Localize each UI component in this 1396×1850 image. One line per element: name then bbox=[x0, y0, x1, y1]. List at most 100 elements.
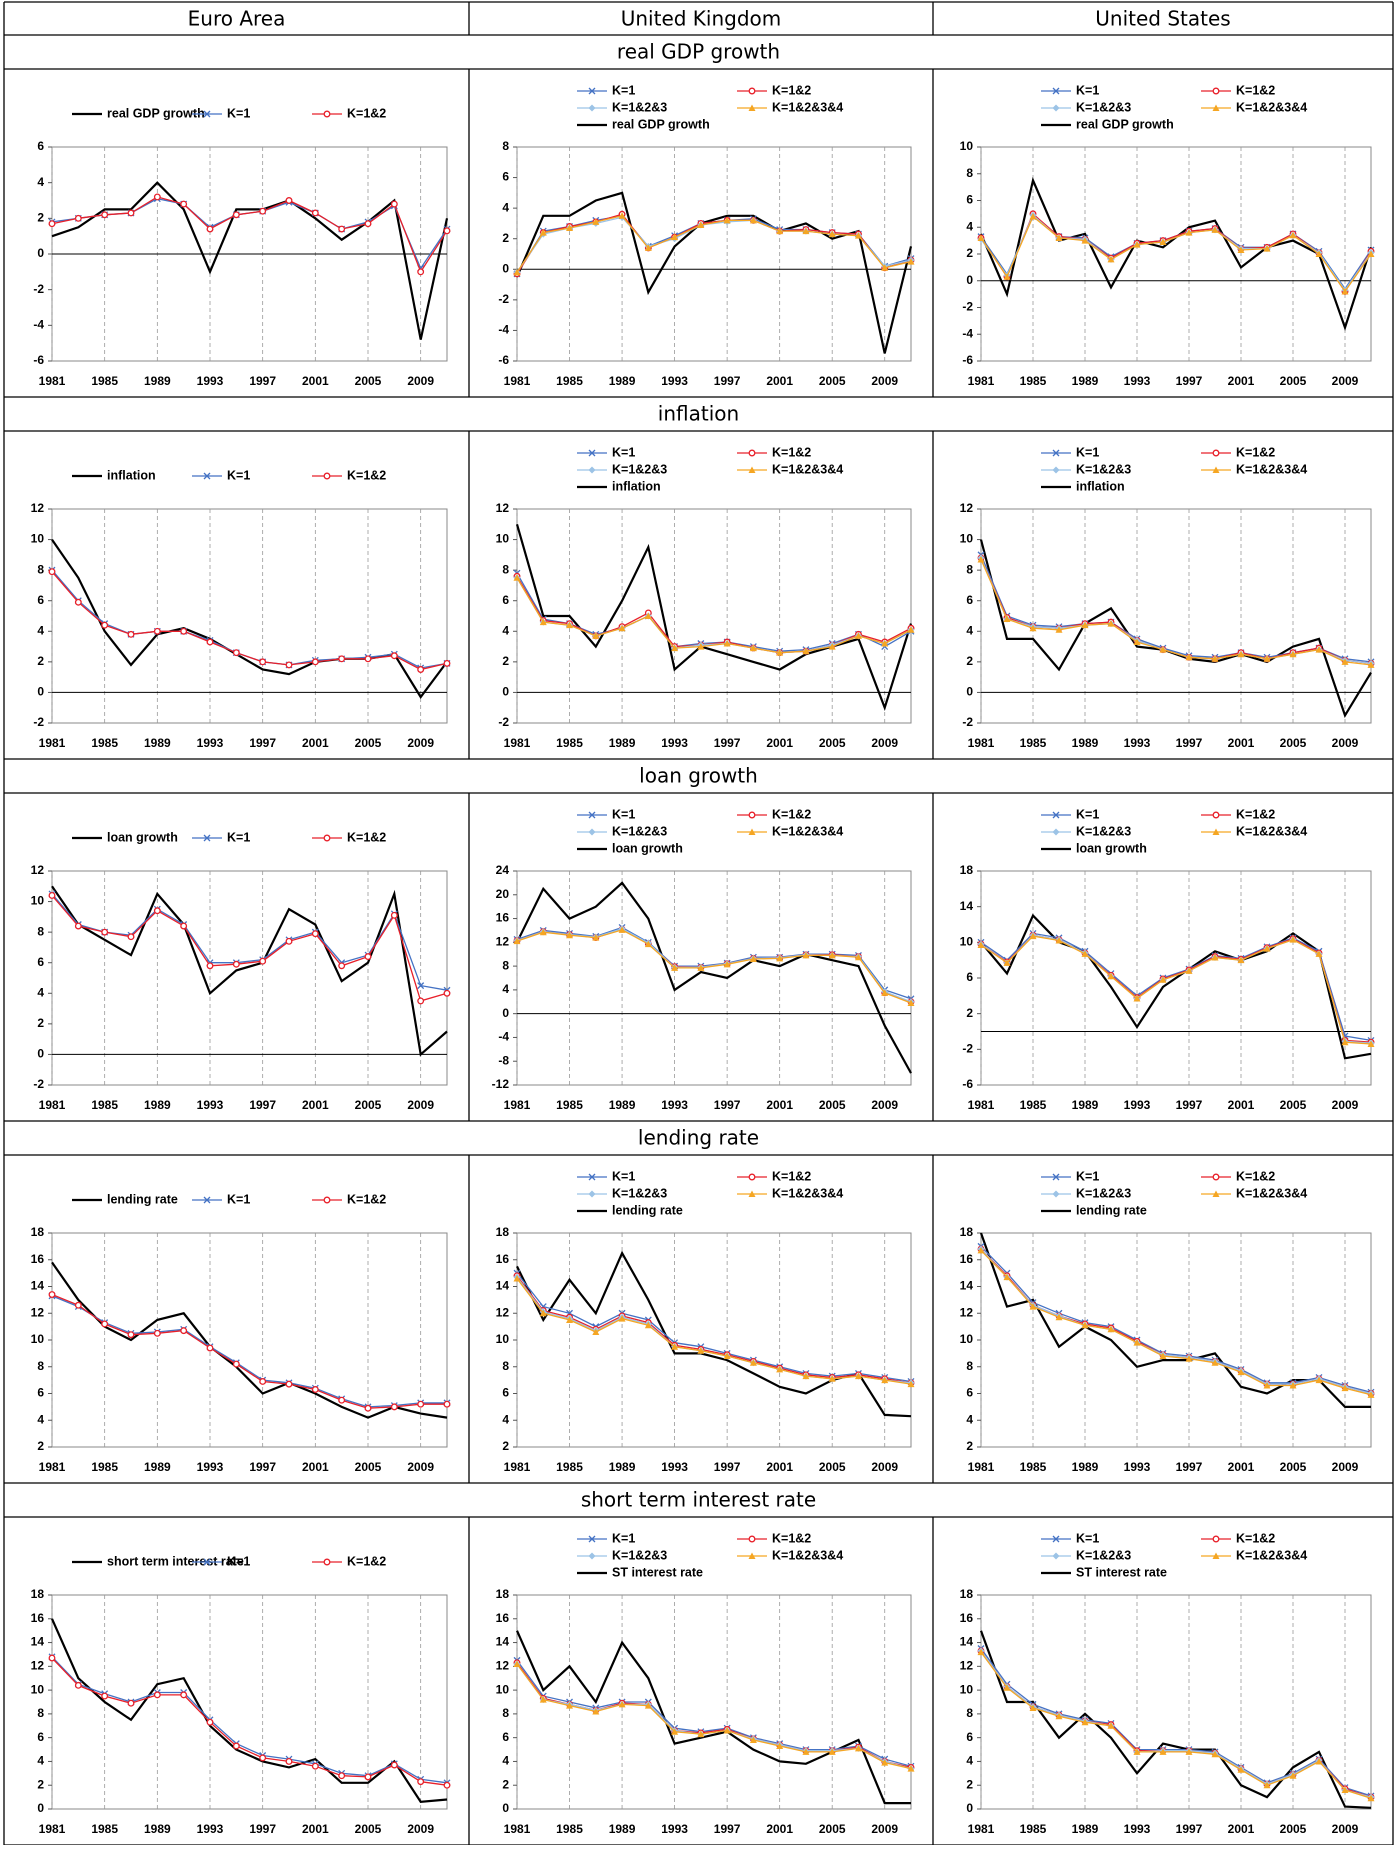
marker bbox=[338, 962, 346, 970]
marker bbox=[1185, 229, 1193, 236]
marker bbox=[592, 1328, 600, 1335]
y-tick-label: -2 bbox=[33, 715, 44, 729]
y-tick-label: 6 bbox=[502, 1730, 509, 1744]
marker bbox=[232, 211, 240, 219]
marker bbox=[1341, 658, 1349, 665]
y-tick-label: 12 bbox=[496, 1659, 510, 1673]
y-tick-label: -12 bbox=[492, 1077, 510, 1091]
y-tick-label: 4 bbox=[966, 623, 973, 637]
legend-label: K=1&2&3 bbox=[1076, 462, 1131, 476]
plot-frame bbox=[51, 1232, 448, 1448]
x-tick-label: 2009 bbox=[407, 374, 434, 388]
y-tick-label: 12 bbox=[960, 1659, 974, 1673]
legend-label: K=1&2&3&4 bbox=[772, 1548, 843, 1562]
plot-frame bbox=[51, 508, 448, 724]
marker bbox=[48, 892, 56, 899]
marker bbox=[443, 227, 451, 235]
column-header: Euro Area bbox=[188, 7, 286, 31]
marker bbox=[977, 555, 985, 563]
marker bbox=[364, 1404, 372, 1412]
marker bbox=[1289, 231, 1297, 239]
legend-marker bbox=[1052, 449, 1060, 457]
x-tick-label: 2005 bbox=[1280, 374, 1307, 388]
legend-marker bbox=[1052, 1552, 1060, 1560]
y-tick-label: -2 bbox=[962, 300, 973, 314]
marker bbox=[417, 997, 425, 1005]
marker bbox=[1159, 1352, 1167, 1360]
legend-label: K=1 bbox=[227, 468, 250, 482]
x-tick-label: 1985 bbox=[556, 736, 583, 750]
marker bbox=[1263, 1381, 1271, 1389]
series-line bbox=[516, 1278, 912, 1385]
legend-label: real GDP growth bbox=[612, 117, 710, 131]
marker bbox=[101, 1320, 109, 1328]
marker bbox=[802, 1748, 810, 1755]
y-tick-label: 6 bbox=[966, 1386, 973, 1400]
x-tick-label: 2005 bbox=[355, 374, 382, 388]
y-tick-label: 6 bbox=[37, 1386, 44, 1400]
y-tick-label: 12 bbox=[960, 1305, 974, 1319]
y-tick-label: 2 bbox=[502, 231, 509, 245]
plot-frame bbox=[516, 1594, 912, 1810]
y-tick-label: 16 bbox=[496, 1252, 510, 1266]
series-line bbox=[980, 932, 1372, 1042]
marker bbox=[907, 626, 915, 633]
y-tick-label: 2 bbox=[37, 211, 44, 225]
marker bbox=[723, 1727, 731, 1734]
x-tick-label: 2005 bbox=[819, 1098, 846, 1112]
y-tick-label: 16 bbox=[960, 1611, 974, 1625]
marker bbox=[48, 220, 56, 228]
legend-marker bbox=[748, 1552, 756, 1559]
x-tick-label: 2001 bbox=[302, 1098, 329, 1112]
y-tick-label: 12 bbox=[496, 935, 510, 949]
legend-label: K=1&2&3 bbox=[612, 824, 667, 838]
marker bbox=[1081, 1718, 1089, 1726]
marker bbox=[881, 1376, 889, 1384]
legend-marker bbox=[1212, 828, 1220, 835]
plot-frame bbox=[980, 1232, 1372, 1448]
marker bbox=[259, 1754, 267, 1762]
y-tick-label: 6 bbox=[966, 1730, 973, 1744]
marker bbox=[101, 211, 109, 219]
legend-label: K=1&2&3&4 bbox=[1236, 462, 1307, 476]
y-tick-label: 4 bbox=[502, 1412, 509, 1426]
legend-label: K=1&2 bbox=[1236, 1531, 1275, 1545]
y-tick-label: 12 bbox=[31, 1305, 45, 1319]
series-line bbox=[980, 1245, 1372, 1393]
x-tick-label: 1989 bbox=[144, 736, 171, 750]
x-tick-label: 2001 bbox=[1228, 1098, 1255, 1112]
y-tick-label: 4 bbox=[37, 1754, 44, 1768]
series-line bbox=[980, 214, 1372, 292]
y-tick-label: 14 bbox=[960, 899, 974, 913]
legend-marker bbox=[588, 1190, 596, 1198]
y-tick-label: 10 bbox=[31, 1332, 45, 1346]
y-tick-label: 2 bbox=[37, 1777, 44, 1791]
x-tick-label: 1989 bbox=[1072, 736, 1099, 750]
marker bbox=[644, 940, 652, 948]
legend-marker bbox=[203, 1558, 211, 1566]
series-line bbox=[980, 1648, 1372, 1797]
x-tick-label: 2005 bbox=[1280, 736, 1307, 750]
x-tick-label: 1993 bbox=[1124, 736, 1151, 750]
x-tick-label: 2005 bbox=[819, 374, 846, 388]
x-tick-label: 1989 bbox=[1072, 1822, 1099, 1836]
marker bbox=[127, 630, 135, 638]
marker bbox=[311, 930, 319, 938]
y-tick-label: 10 bbox=[496, 532, 510, 546]
legend-label: K=1 bbox=[1076, 807, 1099, 821]
x-tick-label: 1997 bbox=[714, 736, 741, 750]
marker bbox=[285, 1380, 293, 1388]
marker bbox=[977, 1246, 985, 1254]
legend-label: ST interest rate bbox=[1076, 1565, 1167, 1579]
marker bbox=[1211, 226, 1219, 233]
marker bbox=[907, 999, 915, 1006]
x-tick-label: 1981 bbox=[39, 1460, 66, 1474]
series-line bbox=[516, 881, 912, 1074]
x-tick-label: 1993 bbox=[661, 1822, 688, 1836]
marker bbox=[828, 951, 836, 959]
marker bbox=[1289, 1381, 1297, 1389]
series-line bbox=[979, 176, 1373, 332]
marker bbox=[1029, 624, 1037, 632]
x-tick-label: 1993 bbox=[1124, 1460, 1151, 1474]
series-line bbox=[516, 215, 912, 275]
